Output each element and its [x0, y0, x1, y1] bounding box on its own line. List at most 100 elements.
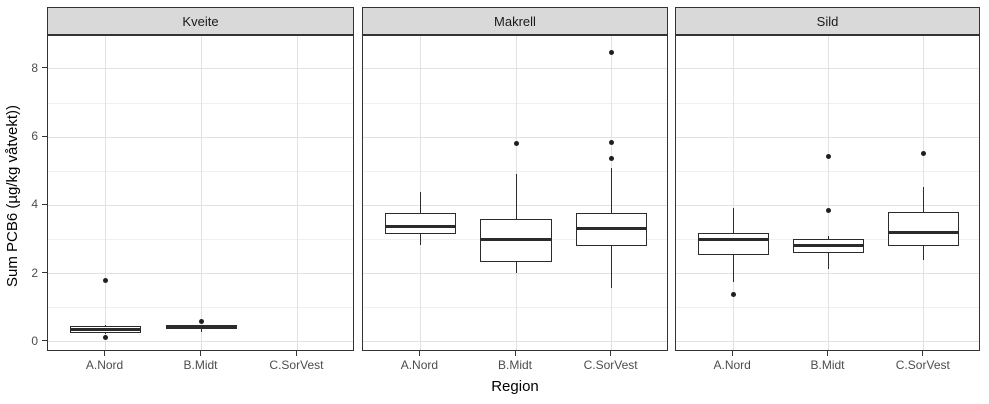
- gridline-vertical: [105, 36, 107, 350]
- y-tick-label: 6: [31, 129, 38, 144]
- gridline-minor: [48, 170, 353, 172]
- y-tick-mark: [42, 203, 47, 205]
- gridline-minor: [48, 307, 353, 309]
- iqr-box: [384, 213, 457, 235]
- upper-whisker: [515, 173, 517, 219]
- lower-whisker: [419, 234, 421, 246]
- facet-strip-label: Kveite: [182, 13, 219, 29]
- outlier-point: [103, 277, 109, 283]
- upper-whisker: [419, 191, 421, 214]
- x-tick-label: A.Nord: [400, 358, 439, 372]
- gridline-vertical: [201, 36, 202, 350]
- gridline-major: [363, 136, 667, 138]
- outlier-point: [921, 151, 927, 157]
- gridline-major: [48, 204, 353, 206]
- gridline-vertical: [732, 36, 734, 350]
- x-tick-mark: [827, 351, 828, 356]
- y-tick-label: 4: [31, 197, 38, 212]
- y-tick-label: 0: [31, 333, 38, 348]
- median-line: [697, 238, 769, 242]
- outlier-point: [730, 292, 736, 298]
- y-tick-mark: [42, 272, 47, 273]
- outlier-point: [199, 319, 204, 325]
- lower-whisker: [515, 261, 517, 274]
- outlier-point: [826, 208, 831, 214]
- lower-whisker: [611, 245, 613, 288]
- gridline-major: [48, 273, 353, 274]
- x-tick-mark: [731, 351, 733, 356]
- facet-strip-label: Makrell: [494, 13, 536, 29]
- gridline-minor: [48, 238, 353, 240]
- outlier-point: [103, 334, 109, 340]
- upper-whisker: [611, 167, 613, 213]
- gridline-major: [676, 136, 979, 138]
- gridline-major: [363, 204, 667, 206]
- lower-whisker: [923, 245, 925, 260]
- x-tick-label: B.Midt: [183, 358, 218, 372]
- median-line: [575, 226, 648, 230]
- median-line: [165, 325, 238, 329]
- gridline-minor: [676, 307, 979, 309]
- lower-whisker: [828, 252, 829, 269]
- gridline-minor: [676, 170, 979, 172]
- upper-whisker: [923, 186, 925, 213]
- x-tick-label: A.Nord: [713, 358, 751, 372]
- facet-strip-sild: Sild: [675, 7, 980, 35]
- gridline-major: [676, 341, 979, 343]
- median-line: [888, 230, 960, 234]
- iqr-box: [888, 212, 960, 246]
- upper-whisker: [828, 235, 829, 239]
- x-tick-mark: [610, 351, 612, 356]
- x-tick-mark: [295, 351, 297, 356]
- facet-strip-label: Sild: [816, 13, 839, 29]
- y-tick-label: 8: [31, 60, 38, 75]
- gridline-minor: [363, 170, 667, 172]
- x-tick-mark: [922, 351, 924, 356]
- x-tick-mark: [104, 351, 106, 356]
- outlier-point: [609, 50, 615, 56]
- x-tick-mark: [514, 351, 516, 356]
- x-tick-label: C.SorVest: [269, 358, 324, 372]
- gridline-major: [363, 68, 667, 70]
- y-tick-mark: [42, 67, 47, 69]
- median-line: [69, 327, 142, 331]
- gridline-minor: [363, 102, 667, 104]
- median-line: [480, 237, 552, 241]
- upper-whisker: [201, 324, 202, 326]
- panel-makrell: [362, 35, 668, 351]
- gridline-major: [48, 341, 353, 343]
- median-line: [792, 244, 865, 248]
- gridline-major: [676, 68, 979, 70]
- panel-sild: [675, 35, 980, 351]
- x-tick-label: C.SorVest: [583, 358, 638, 372]
- y-tick-mark: [42, 135, 47, 137]
- gridline-major: [48, 136, 353, 138]
- gridline-minor: [676, 102, 979, 104]
- gridline-major: [676, 204, 979, 206]
- x-axis-title: Region: [491, 378, 539, 395]
- outlier-point: [826, 154, 831, 160]
- x-tick-label: B.Midt: [810, 358, 845, 372]
- gridline-major: [363, 273, 667, 274]
- gridline-minor: [48, 102, 353, 104]
- gridline-minor: [363, 307, 667, 309]
- gridline-major: [363, 341, 667, 343]
- x-tick-label: A.Nord: [85, 358, 124, 372]
- gridline-major: [48, 68, 353, 70]
- y-tick-label: 2: [31, 265, 38, 280]
- x-tick-label: C.SorVest: [895, 358, 950, 372]
- lower-whisker: [105, 332, 107, 335]
- upper-whisker: [732, 207, 734, 233]
- x-tick-label: B.Midt: [497, 358, 532, 372]
- x-tick-mark: [200, 351, 201, 356]
- lower-whisker: [732, 255, 734, 283]
- y-tick-mark: [42, 340, 47, 342]
- upper-whisker: [105, 324, 107, 326]
- outlier-point: [609, 155, 615, 161]
- gridline-vertical: [296, 36, 298, 350]
- panel-kveite: [47, 35, 354, 351]
- iqr-box: [697, 232, 769, 256]
- gridline-vertical: [828, 36, 829, 350]
- outlier-point: [609, 140, 615, 146]
